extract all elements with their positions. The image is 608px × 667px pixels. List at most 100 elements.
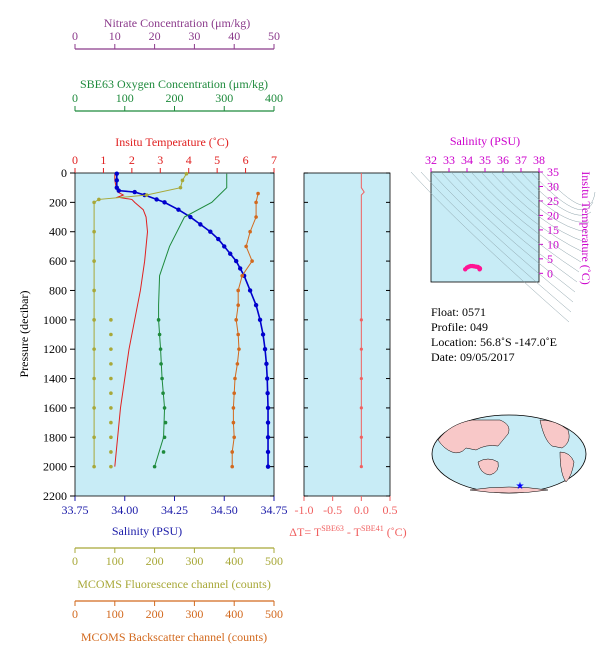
float-id: Float: 0571 [431, 305, 486, 319]
ts-salinity-tick-label: 38 [533, 153, 545, 167]
fluorescence-point [92, 200, 96, 205]
oxygen-tick-label: 200 [166, 91, 184, 105]
pressure-tick-label: 600 [49, 254, 67, 268]
backscatter-point [234, 318, 238, 322]
fluorescence-point [92, 464, 96, 469]
ts-density-contour [530, 171, 594, 211]
delta-t-point [359, 465, 363, 469]
delta-t-label-prefix: ΔT= T [289, 525, 322, 539]
backscatter-point [232, 391, 236, 396]
ts-temperature-axis-label: Insitu Temperature (˚C) [579, 171, 593, 285]
oxygen-tick-label: 300 [215, 91, 233, 105]
delta-t-point [359, 347, 363, 351]
map-land-antarctica [469, 486, 549, 494]
temperature-tick-label: 6 [243, 153, 249, 167]
ts-salinity-tick-label: 36 [497, 153, 509, 167]
oxygen-point [160, 376, 164, 381]
profile-id: Profile: 049 [431, 320, 488, 334]
salinity-point [188, 214, 193, 220]
ts-density-contour [500, 171, 588, 233]
fluorescence-point [144, 193, 149, 197]
pressure-tick-label: 1200 [43, 342, 67, 356]
nitrate-point [109, 332, 113, 337]
map-land-australia [477, 458, 499, 476]
pressure-axis-label: Pressure (decibar) [17, 291, 31, 378]
salinity-point [265, 391, 270, 396]
fluorescence-tick-label: 400 [225, 554, 243, 568]
delta-t-label-sup1: SBE63 [321, 524, 344, 533]
salinity-point [114, 171, 119, 176]
nitrate-point [109, 420, 113, 425]
salinity-tick-label: 33.75 [62, 503, 89, 517]
pressure-tick-label: 2200 [43, 489, 67, 503]
ts-salinity-tick-label: 35 [479, 153, 491, 167]
backscatter-point [233, 376, 237, 381]
fluorescence-point [92, 318, 96, 322]
salinity-point [233, 258, 239, 264]
ts-density-contour [520, 171, 592, 216]
salinity-axis-label: Salinity (PSU) [112, 524, 182, 538]
pressure-tick-label: 1800 [43, 430, 67, 444]
fluorescence-point [92, 376, 96, 381]
backscatter-point [236, 332, 240, 337]
main-plot-series [92, 171, 271, 469]
date: Date: 09/05/2017 [431, 350, 515, 364]
fluorescence-point [92, 288, 96, 293]
delta-t-tick-label: -1.0 [295, 503, 314, 517]
backscatter-tick-label: 0 [72, 607, 78, 621]
backscatter-line [231, 193, 259, 467]
backscatter-axis-label: MCOMS Backscatter channel (counts) [81, 630, 267, 644]
backscatter-point [254, 215, 258, 219]
pressure-tick-label: 1000 [43, 313, 67, 327]
backscatter-point [230, 450, 235, 454]
pressure-tick-label: 1400 [43, 372, 67, 386]
fluorescence-point [92, 229, 96, 234]
oxygen-tick-label: 100 [116, 91, 134, 105]
nitrate-tick-label: 50 [268, 29, 280, 43]
nitrate-tick-label: 30 [188, 29, 200, 43]
oxygen-line [154, 173, 228, 467]
nitrate-axis-label: Nitrate Concentration (μm/kg) [104, 16, 250, 30]
nitrate-point [109, 435, 113, 440]
ts-temperature-tick-label: 0 [547, 266, 553, 280]
ts-density-contour [440, 171, 576, 293]
ts-salinity-tick-label: 34 [461, 153, 473, 167]
nitrate-point [109, 391, 113, 396]
salinity-point [247, 288, 253, 293]
delta-t-label-suffix: (˚C) [384, 525, 407, 539]
pressure-tick-label: 2000 [43, 460, 67, 474]
nitrate-tick-label: 40 [228, 29, 240, 43]
fluorescence-point [92, 259, 96, 263]
ts-salinity-axis-label: Salinity (PSU) [450, 134, 520, 148]
salinity-point [228, 251, 233, 256]
nitrate-tick-label: 0 [72, 29, 78, 43]
delta-t-axis-label: ΔT= TSBE63 - TSBE41 (˚C) [289, 524, 406, 539]
fluorescence-tick-label: 300 [185, 554, 203, 568]
delta-t-tick-label: 0.5 [383, 503, 398, 517]
ts-density-contour [450, 171, 578, 283]
backscatter-tick-label: 100 [106, 607, 124, 621]
salinity-point [265, 376, 270, 381]
salinity-point [114, 178, 119, 183]
oxygen-axis: 0 100 200 300 400 [72, 91, 283, 112]
delta-t-point [359, 435, 363, 439]
salinity-point [237, 266, 243, 271]
ts-density-contour [490, 171, 586, 243]
delta-t-label-sup2: SBE41 [361, 524, 384, 533]
ts-density-contour [510, 171, 590, 223]
fluorescence-axis-label: MCOMS Fluorescence channel (counts) [77, 577, 271, 591]
salinity-tick-label: 34.75 [261, 503, 288, 517]
delta-t-tick-label: 0.0 [354, 503, 369, 517]
temperature-tick-label: 5 [214, 153, 220, 167]
oxygen-point [158, 347, 163, 351]
oxygen-point [162, 406, 167, 410]
fluorescence-point [92, 435, 96, 440]
backscatter-axis: 0 100 200 300 400 500 [72, 600, 283, 621]
ts-salinity-tick-label: 32 [425, 153, 437, 167]
salinity-point [208, 229, 213, 234]
salinity-point [154, 197, 159, 202]
salinity-point [253, 302, 259, 308]
backscatter-point [231, 420, 236, 425]
